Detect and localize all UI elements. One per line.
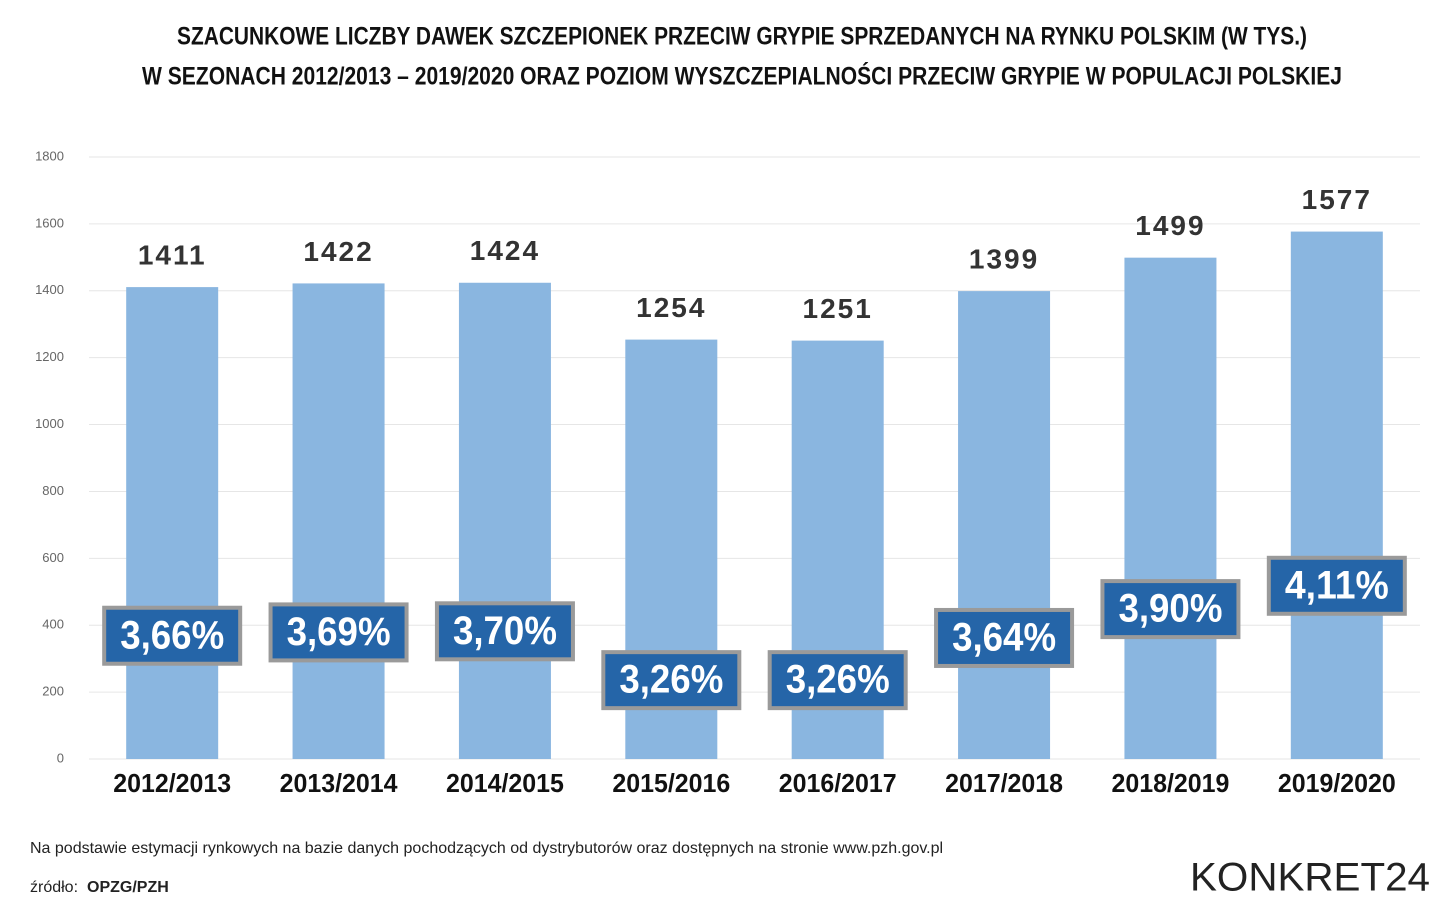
value-label: 1422 bbox=[303, 236, 373, 267]
rate-box bbox=[1266, 555, 1407, 616]
y-tick-label: 0 bbox=[57, 750, 64, 765]
rate-box bbox=[102, 605, 243, 666]
rate-box bbox=[268, 602, 409, 663]
bar bbox=[126, 287, 219, 759]
bar bbox=[958, 291, 1051, 759]
y-tick-label: 200 bbox=[42, 684, 64, 699]
rate-label: 3,70% bbox=[453, 609, 557, 653]
y-tick-label: 1800 bbox=[35, 148, 64, 163]
value-label: 1254 bbox=[636, 292, 706, 323]
rate-label: 3,64% bbox=[952, 616, 1056, 660]
source-label: źródło: bbox=[30, 879, 78, 896]
rate-label: 3,90% bbox=[1118, 587, 1222, 631]
value-label: 1251 bbox=[803, 293, 873, 324]
x-tick-label: 2014/2015 bbox=[446, 768, 564, 798]
rate-label: 3,66% bbox=[120, 613, 224, 657]
rate-box bbox=[434, 601, 575, 662]
x-tick-label: 2018/2019 bbox=[1111, 768, 1229, 798]
bar bbox=[1124, 257, 1217, 759]
source: OPZG/PZH bbox=[87, 879, 169, 896]
y-tick-label: 600 bbox=[42, 550, 64, 565]
rate-box bbox=[1100, 579, 1241, 640]
y-tick-label: 400 bbox=[42, 617, 64, 632]
chart-title: SZACUNKOWE LICZBY DAWEK SZCZEPIONEK PRZE… bbox=[177, 23, 1307, 51]
x-tick-label: 2019/2020 bbox=[1278, 768, 1396, 798]
bar bbox=[1290, 231, 1383, 759]
y-tick-label: 1200 bbox=[35, 349, 64, 364]
rate-box bbox=[934, 607, 1075, 668]
rate-label: 3,26% bbox=[619, 658, 723, 702]
x-tick-label: 2017/2018 bbox=[945, 768, 1063, 798]
rate-label: 4,11% bbox=[1285, 563, 1389, 607]
value-label: 1399 bbox=[969, 244, 1039, 275]
rate-box bbox=[767, 650, 908, 711]
bar bbox=[292, 283, 385, 759]
y-tick-label: 1600 bbox=[35, 215, 64, 230]
value-label: 1424 bbox=[470, 235, 540, 266]
rate-label: 3,26% bbox=[786, 658, 890, 702]
x-tick-label: 2016/2017 bbox=[779, 768, 897, 798]
y-tick-label: 1000 bbox=[35, 416, 64, 431]
rate-box bbox=[601, 650, 742, 711]
x-tick-label: 2012/2013 bbox=[113, 768, 231, 798]
y-tick-label: 1400 bbox=[35, 282, 64, 297]
value-label: 1577 bbox=[1302, 184, 1372, 215]
logo: KONKRET24 bbox=[1190, 856, 1430, 900]
x-tick-label: 2015/2016 bbox=[612, 768, 730, 798]
x-tick-label: 2013/2014 bbox=[280, 768, 399, 798]
bar bbox=[458, 282, 551, 759]
rate-label: 3,69% bbox=[287, 610, 391, 654]
note: Na podstawie estymacji rynkowych na bazi… bbox=[30, 840, 943, 857]
chart-title: W SEZONACH 2012/2013 – 2019/2020 ORAZ PO… bbox=[142, 61, 1342, 91]
value-label: 1499 bbox=[1135, 210, 1205, 241]
value-label: 1411 bbox=[138, 239, 207, 270]
y-tick-label: 800 bbox=[42, 483, 64, 498]
